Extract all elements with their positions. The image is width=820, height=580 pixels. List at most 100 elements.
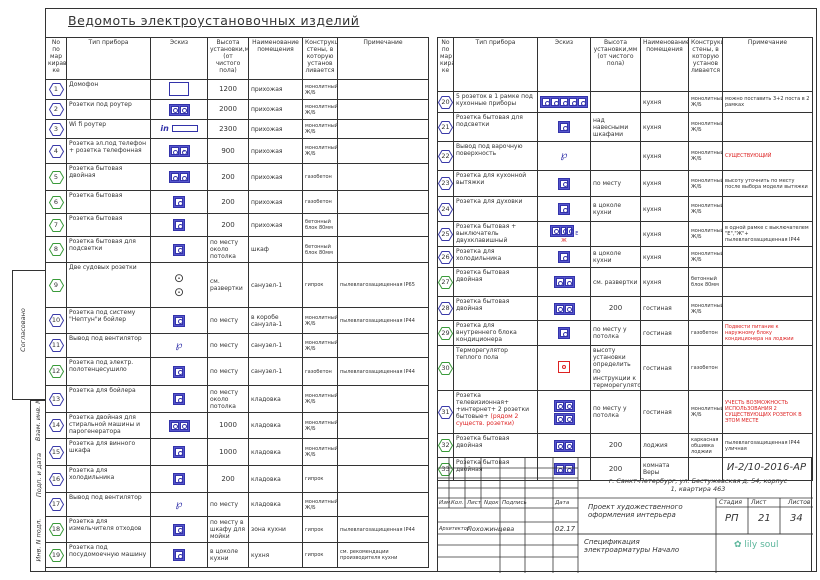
cell-note: в одной рамке с выключателем "Е","Ж"+ пы… <box>722 221 813 247</box>
title-block: И-2/10-2016-АР г. Санкт-Петербург, ул. Б… <box>437 457 813 573</box>
col-kol: Кол. <box>451 500 464 506</box>
cell-sketch <box>150 236 208 263</box>
marker-hexagon: 5 <box>48 170 64 184</box>
side-stamp-agreed-label: Согласовано <box>18 308 27 352</box>
cell-sketch <box>537 433 591 458</box>
cell-note: см. рекомендации производителя кухни <box>337 542 429 568</box>
cell-sketch <box>537 91 591 113</box>
type-text: Wi fi роутер <box>69 121 107 128</box>
table-row: 18 Розетка для измельчителя отходов по м… <box>45 516 429 543</box>
socket-icon <box>168 171 190 183</box>
side-stamp: Взам. инв. N Подп. и дата Инв. N подл. <box>30 399 45 572</box>
type-text: Розетка для духовки <box>456 198 523 205</box>
cell-note: пылевлагозащищенная IP44 <box>337 516 429 543</box>
socket-icon <box>173 314 185 327</box>
marker-number: 18 <box>51 525 61 533</box>
cell-type: Розетка для духовки <box>453 196 538 222</box>
cell-wall: газобетон <box>688 345 723 391</box>
stage-label: Стадия <box>719 499 743 506</box>
cell-room: гостиная <box>640 345 689 391</box>
drawing-code: И-2/10-2016-АР <box>726 462 806 473</box>
cell-note <box>722 267 813 297</box>
marker-number: 1 <box>53 85 59 93</box>
cell-room: зона кухни <box>248 516 303 543</box>
cell-wall: монолитный Ж/Б <box>302 438 338 466</box>
cell-wall: монолитный Ж/Б <box>302 385 338 413</box>
cell-sketch <box>537 390 591 434</box>
marker-hexagon: 12 <box>48 365 64 378</box>
cell-type: 5 розеток в 1 рамке под кухонные приборы <box>453 91 538 113</box>
table-row: 20 5 розеток в 1 рамке под кухонные приб… <box>437 91 813 113</box>
header-wall: Конструкция стены, в которую установ лив… <box>688 37 723 92</box>
intercom-icon <box>169 81 189 96</box>
cell-room: кухня <box>640 246 689 268</box>
wifi-router-icon: in <box>160 124 198 133</box>
cell-sketch <box>150 163 208 191</box>
socket-icon <box>558 177 570 190</box>
marker-hexagon: 32 <box>438 439 453 452</box>
page-title: Ведомоть электроустановочных изделий <box>68 13 360 28</box>
cell-type: Розетка бытовая двойная <box>453 267 538 297</box>
socket-icon <box>173 196 185 208</box>
type-text: Розетка для бойлера <box>69 387 136 394</box>
cell-sketch <box>537 246 591 268</box>
person: Похожинцева <box>467 525 515 533</box>
cell-wall: бетонный блок 80мм <box>302 213 338 237</box>
marker-hexagon: 17 <box>48 498 64 511</box>
marker-number: 14 <box>51 421 61 429</box>
marker-hexagon: 22 <box>438 149 453 163</box>
tv-internet-socket-icon <box>553 412 575 425</box>
cell-type: Вывод под вентилятор <box>66 492 151 517</box>
socket-icon <box>173 393 185 405</box>
marker-hexagon: 21 <box>438 120 453 134</box>
socket-icon <box>540 96 588 108</box>
marker-number: 22 <box>441 151 450 160</box>
cell-type: Вывод под вентилятор <box>66 333 151 358</box>
cell-note <box>337 99 429 120</box>
marker-number: 12 <box>51 367 61 375</box>
socket-icon <box>553 302 575 315</box>
cell-note: пылевлагозащищенная IP65 <box>337 262 429 308</box>
header-room: Наименование помещения <box>640 37 689 92</box>
table-row: 7 Розетка бытовая 200 прихожая бетонный … <box>45 213 429 237</box>
cable-outlet-icon: ℘ <box>560 150 568 161</box>
cell-wall: каркасная обшивка лоджии <box>688 433 723 458</box>
cell-sketch <box>150 438 208 466</box>
marker-hexagon: 9 <box>48 278 64 292</box>
cell-room: прихожая <box>248 99 303 120</box>
cell-wall: монолитный Ж/Б <box>688 221 723 247</box>
cell-wall: газобетон <box>688 320 723 346</box>
cell-wall: монолитный Ж/Б <box>688 246 723 268</box>
marker-number: 31 <box>441 407 450 416</box>
table-row: 2 Розетки под роутер 2000 прихожая монол… <box>45 99 429 120</box>
cell-type: Розетка бытовая двойная <box>453 296 538 321</box>
socket-icon <box>558 251 570 263</box>
socket-icon <box>558 121 570 133</box>
cell-sketch <box>150 465 208 493</box>
marker-hexagon: 25 <box>438 227 453 241</box>
cell-wall: монолитный Ж/Б <box>688 296 723 321</box>
cell-room: прихожая <box>248 163 303 191</box>
cell-sketch: ℘ <box>537 141 591 171</box>
cell-note: СУЩЕСТВУЮЩИЙ <box>722 141 813 171</box>
cell-height: по месту <box>207 357 249 386</box>
marker-number: 29 <box>441 328 450 337</box>
marker-hexagon: 7 <box>48 218 64 232</box>
cell-room: кухня <box>640 91 689 113</box>
cell-type: Две судовых розетки <box>66 262 151 308</box>
socket-icon <box>553 399 575 412</box>
table-row: 15 Розетка для винного шкафа 1000 кладов… <box>45 438 429 466</box>
cell-sketch <box>150 412 208 439</box>
type-red-text: (рядом 2 существ. розетки) <box>456 413 519 427</box>
type-text: Розетка эл.под телефон + розетка телефон… <box>69 140 146 154</box>
cell-type: Розетка для кухонной вытяжки <box>453 170 538 197</box>
header-sketch: Эскиз <box>537 37 591 92</box>
cell-room: прихожая <box>248 190 303 214</box>
cell-type: Wi fi роутер <box>66 119 151 139</box>
cell-wall: газобетон <box>302 163 338 191</box>
cell-height: по месту около потолка <box>207 236 249 263</box>
table-row: 33 Розетка бытовая двойная 200 комната В… <box>437 457 813 481</box>
cell-note: пылевлагозащищенная IP44 <box>337 307 429 334</box>
cable-outlet-icon: ℘ <box>175 498 183 510</box>
marker-number: 24 <box>441 204 450 213</box>
